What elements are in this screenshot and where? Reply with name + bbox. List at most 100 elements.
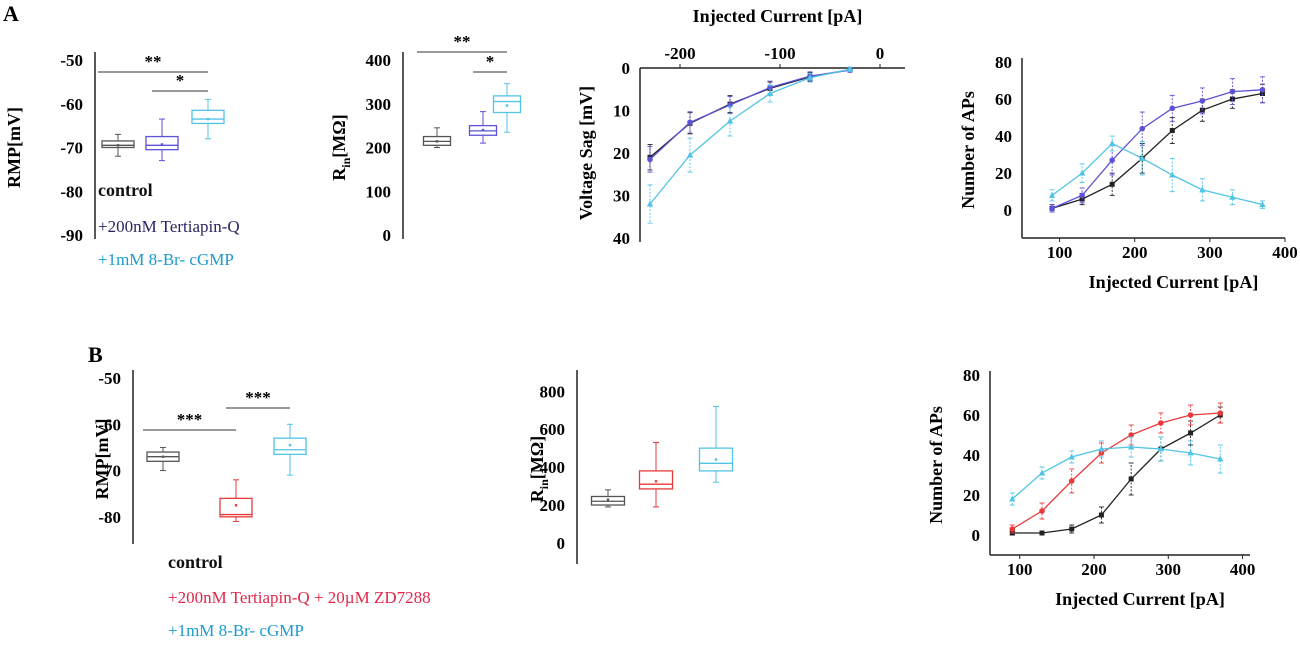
x-tick-label: 200: [1081, 560, 1107, 579]
marker-triangle: [1229, 193, 1236, 200]
box-2: [191, 98, 225, 140]
marker-circle: [1068, 478, 1075, 484]
box-1: [638, 441, 674, 508]
y-axis-title-sub: in: [339, 157, 353, 167]
box-mean: [206, 117, 210, 121]
marker-triangle: [806, 74, 814, 81]
series-line: [1051, 92, 1263, 209]
series-line: [1051, 142, 1263, 206]
y-tick-label: -50: [60, 51, 83, 70]
series-line: [1051, 89, 1263, 209]
y-tick-label: -60: [98, 415, 121, 434]
y-axis-title-main: R: [527, 488, 547, 502]
marker-triangle: [1108, 140, 1116, 147]
marker-square: [1128, 476, 1134, 482]
marker-circle: [1229, 88, 1236, 95]
y-tick-label: 0: [622, 59, 631, 78]
x-tick-label: 200: [1122, 243, 1148, 262]
y-tick-label: 80: [963, 366, 980, 385]
legend-entry: +1mM 8-Br- cGMP: [168, 621, 304, 640]
y-axis-title: RMP[mV]: [4, 107, 24, 188]
series-1: [1049, 76, 1266, 213]
marker-triangle: [646, 200, 654, 207]
marker-triangle: [686, 151, 694, 158]
marker-circle: [1009, 526, 1016, 532]
y-tick-label: 300: [366, 95, 392, 114]
marker-circle: [1169, 105, 1176, 112]
y-tick-label: 200: [540, 496, 566, 515]
legend-entry: +1mM 8-Br- cGMP: [98, 250, 234, 269]
marker-circle: [1139, 125, 1146, 132]
marker-square: [1109, 181, 1115, 187]
box-rect: [145, 135, 179, 151]
marker-triangle: [1217, 455, 1224, 462]
chart-b2-rin-box: 800 600 400 200 0 Rin[MΩ]: [527, 370, 734, 564]
y-axis-title: Rin[MΩ]: [527, 436, 551, 502]
chart-a3-voltage-sag: 0 10 20 30 40 -200 -100 0 Injected Current [pA] V…: [576, 6, 905, 248]
y-tick-label: 60: [963, 406, 980, 425]
box-0: [422, 127, 452, 148]
x-tick-label: -100: [764, 44, 795, 63]
y-tick-label: 0: [383, 226, 392, 245]
x-tick-label: 400: [1230, 560, 1256, 579]
marker-circle: [1128, 432, 1134, 438]
marker-square: [1229, 96, 1235, 102]
marker-square: [1098, 512, 1104, 518]
legend-entry: +200nM Tertiapin-Q: [98, 217, 240, 236]
y-tick-label: 800: [540, 382, 566, 401]
y-tick-label: -70: [60, 139, 83, 158]
x-tick-label: 400: [1272, 243, 1298, 262]
y-axis-title: RMP[mV]: [92, 419, 112, 500]
y-tick-label: -70: [98, 462, 121, 481]
marker-triangle: [1078, 169, 1086, 176]
series-line: [1012, 414, 1221, 534]
marker-triangle: [1139, 154, 1146, 161]
series-line: [649, 68, 851, 205]
box-1: [468, 111, 498, 144]
marker-triangle: [726, 117, 734, 124]
series-1: [1009, 402, 1224, 534]
box-mean: [606, 498, 610, 501]
chart-b3-number-of-aps: 0 20 40 60 80 100 200 300 400 Injected Current [p…: [926, 366, 1255, 609]
y-tick-label: 0: [557, 534, 566, 553]
marker-circle: [1109, 157, 1115, 163]
marker-circle: [1049, 205, 1055, 212]
y-tick-label: 600: [540, 420, 566, 439]
box-mean: [234, 504, 238, 507]
y-axis-title-unit: [MΩ]: [329, 114, 349, 157]
chart-b1-rmp-box: -50 -60 -70 -80 RMP[mV] *** *** control +200nM T…: [92, 369, 431, 640]
x-tick-label: 300: [1197, 243, 1223, 262]
marker-triangle: [1169, 171, 1176, 178]
x-tick-label: 100: [1007, 560, 1033, 579]
box-mean: [435, 140, 439, 143]
y-tick-label: 400: [540, 458, 566, 477]
box-2: [273, 423, 307, 476]
marker-triangle: [1187, 449, 1194, 456]
y-axis-title: Rin[MΩ]: [329, 114, 353, 180]
significance-label: **: [145, 52, 162, 71]
marker-triangle: [1068, 453, 1075, 460]
x-axis-title: Injected Current [pA]: [1055, 589, 1225, 609]
y-tick-label: -60: [60, 95, 83, 114]
y-tick-label: 60: [995, 90, 1012, 109]
box-1: [145, 118, 179, 162]
marker-triangle: [766, 90, 774, 96]
marker-square: [1259, 90, 1265, 96]
marker-triangle: [1038, 469, 1046, 476]
marker-circle: [647, 156, 653, 163]
y-tick-label: 30: [613, 187, 630, 206]
y-tick-label: 40: [963, 446, 980, 465]
series-line: [1011, 446, 1221, 500]
box-rect: [492, 95, 522, 114]
x-tick-label: 100: [1047, 243, 1073, 262]
y-axis-title-sub: in: [537, 479, 551, 489]
y-tick-label: 200: [366, 139, 392, 158]
y-tick-label: 100: [366, 182, 392, 201]
box-2: [698, 405, 734, 483]
x-tick-label: -200: [664, 44, 695, 63]
box-2: [492, 83, 522, 133]
y-tick-label: 0: [972, 526, 981, 545]
marker-circle: [1079, 192, 1085, 199]
